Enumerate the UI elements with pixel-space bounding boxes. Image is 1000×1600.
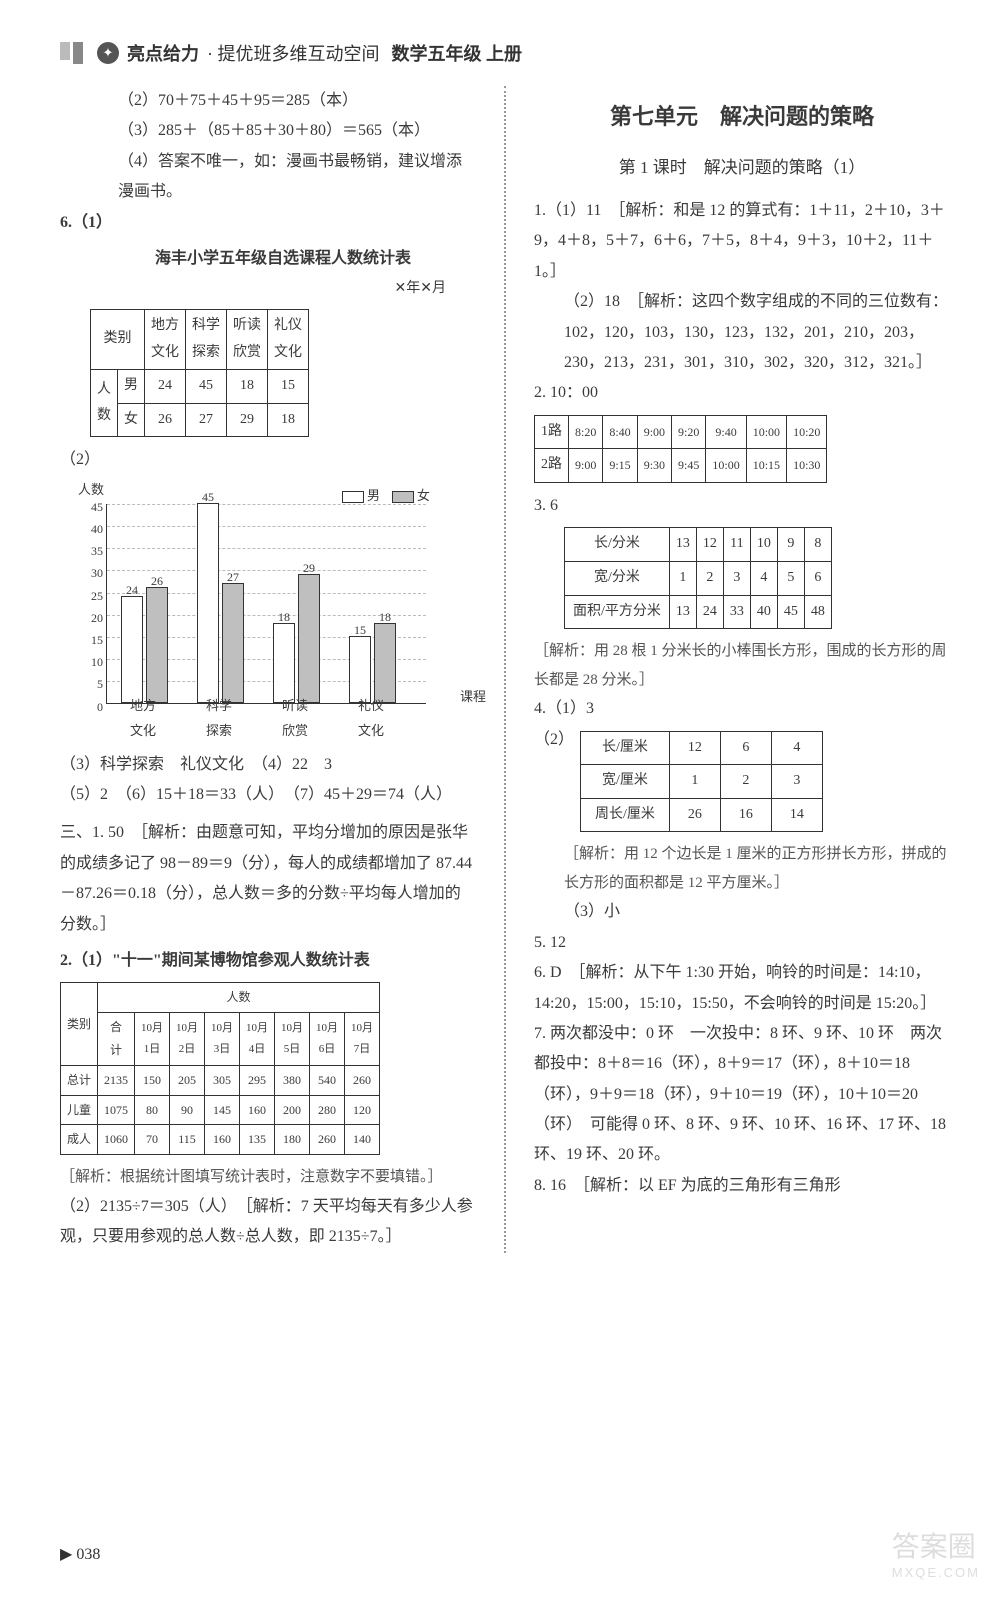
left-column: （2）70＋75＋45＋95＝285（本） （3）285＋（85＋85＋30＋8… [60,86,476,1253]
right-column: 第七单元 解决问题的策略 第 1 课时 解决问题的策略（1） 1.（1）11 ［… [534,86,950,1253]
r-q1b: （2）18 ［解析：这四个数字组成的不同的三位数有：102，120，103，13… [564,287,950,378]
chart-axis: 0510152025303540452426452718291518 [106,504,426,704]
left-q2-caption: 2.（1）"十一"期间某博物馆参观人数统计表 [60,946,476,976]
page-header: ✦ 亮点给力 · 提优班多维互动空间 数学五年级 上册 [60,40,950,66]
header-decor-bars [60,42,83,64]
left-note1: ［解析：根据统计图填写统计表时，注意数字不要填错。］ [60,1163,476,1192]
table-rect-dm: 长/分米1312111098宽/分米123456面积/平方分米132433404… [564,527,832,629]
page-number: 038 [60,1544,100,1564]
left-p1: （2）70＋75＋45＋95＝285（本） [118,86,476,116]
column-divider [504,86,506,1253]
left-q6-2: （2） [60,445,476,475]
left-q6: 6.（1） [60,208,476,238]
table-bus-schedule: 1路8:208:409:009:209:4010:0010:202路9:009:… [534,415,827,483]
r-q8: 8. 16 ［解析：以 EF 为底的三角形有三角形 [534,1171,950,1201]
r-note4: ［解析：用 12 个边长是 1 厘米的正方形拼长方形，拼成的长方形的面积都是 1… [564,840,950,897]
q6-label: 6.（1） [60,214,112,231]
header-subject: 数学五年级 上册 [392,40,523,66]
header-brand: 亮点给力 [127,40,199,66]
san-block: 三、1. 50 ［解析：由题意可知，平均分增加的原因是张华的成绩多记了 98－8… [60,818,476,940]
unit-title: 第七单元 解决问题的策略 [534,96,950,138]
r-q1: 1.（1）11 ［解析：和是 12 的算式有：1＋11，2＋10，3＋9，4＋8… [534,196,950,287]
r-q6: 6. D ［解析：从下午 1:30 开始，响铃的时间是：14:10，14:20，… [534,958,950,1019]
content-columns: （2）70＋75＋45＋95＝285（本） （3）285＋（85＋85＋30＋8… [60,86,950,1253]
r-q4: 4.（1）3 [534,694,950,724]
left-p5: （5）2 （6）15＋18＝33（人） （7）45＋29＝74（人） [60,780,476,810]
table-rect-cm: 长/厘米1264宽/厘米123周长/厘米261614 [580,731,823,833]
table-museum-stats: 类别人数合计10月1日10月2日10月3日10月4日10月5日10月6日10月7… [60,982,380,1155]
r-q4-3: （3）小 [564,897,950,927]
left-p6: （2）2135÷7＝305（人） ［解析：7 天平均每天有多少人参观，只要用参观… [60,1192,476,1253]
left-p4: （3）科学探索 礼仪文化 （4）22 3 [60,750,476,780]
page: ✦ 亮点给力 · 提优班多维互动空间 数学五年级 上册 （2）70＋75＋45＋… [0,0,1000,1600]
r-q5: 5. 12 [534,928,950,958]
bar-chart: 人数 男 女 051015202530354045242645271829151… [70,484,450,744]
r-q3: 3. 6 [534,491,950,521]
r-q7: 7. 两次都没中：0 环 一次投中：8 环、9 环、10 环 两次都投中：8＋8… [534,1019,950,1171]
lesson-title: 第 1 课时 解决问题的策略（1） [534,152,950,184]
left-p2: （3）285＋（85＋85＋30＋80）＝565（本） [118,116,476,146]
header-sub: · 提优班多维互动空间 [207,40,380,66]
chart-xlabel: 课程 [460,685,486,710]
r-note3: ［解析：用 28 根 1 分米长的小棒围长方形，围成的长方形的周长都是 28 分… [534,637,950,694]
watermark: 答案圈 MXQE.COM [892,1525,980,1580]
r-q4-row: （2） 长/厘米1264宽/厘米123周长/厘米261614 [534,725,950,841]
globe-icon: ✦ [97,42,119,64]
table-course-stats: 类别地方文化科学探索听读欣赏礼仪文化人数男24451815女26272918 [90,309,309,437]
tbl1-sub: ✕年✕月 [60,276,446,303]
watermark-main: 答案圈 [892,1531,976,1562]
tbl1-caption: 海丰小学五年级自选课程人数统计表 [90,244,476,274]
r-q2: 2. 10：00 [534,378,950,408]
left-p3: （4）答案不唯一，如：漫画书最畅销，建议增添漫画书。 [118,147,476,208]
watermark-sub: MXQE.COM [892,1565,980,1580]
r-q4-2: （2） [534,725,574,755]
